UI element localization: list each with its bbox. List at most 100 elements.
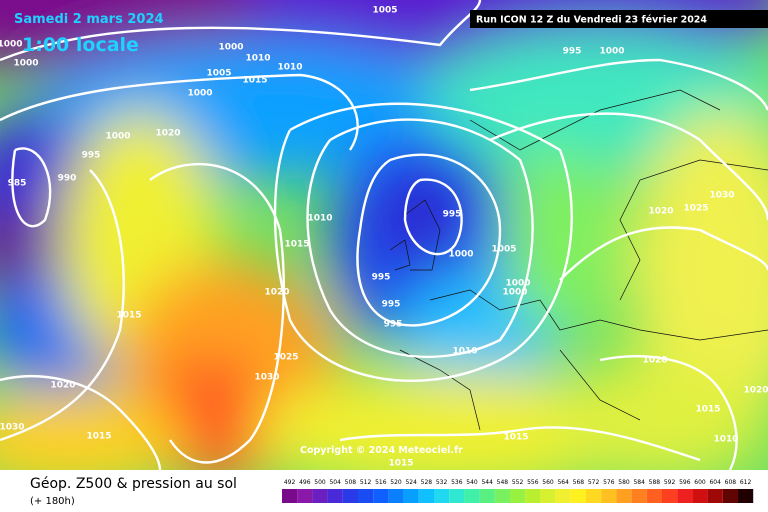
run-info: Run ICON 12 Z du Vendredi 23 février 202…: [476, 15, 707, 26]
scale-swatch: [555, 489, 571, 503]
isobar-label: 1010: [245, 54, 270, 64]
isobar-label: 1005: [491, 245, 516, 255]
isobar-label: 1000: [505, 279, 530, 289]
valid-date: Samedi 2 mars 2024: [14, 12, 164, 27]
scale-label: 528: [421, 479, 433, 486]
isobar-label: 1030: [254, 373, 279, 383]
field: 1005100010001000100510101010101510001000…: [0, 0, 768, 470]
scale-swatch: [327, 489, 343, 503]
isobar-label: 1015: [503, 433, 528, 443]
scale-swatch: [479, 489, 495, 503]
color-scale: 492 496 500 504 508 512 516 520 524 528 532 536 540 5…: [282, 479, 754, 503]
isobar-label: 1000: [502, 288, 527, 298]
scale-swatch: [692, 489, 708, 503]
scale-label: 572: [588, 479, 600, 486]
scale-label: 568: [573, 479, 585, 486]
isobar-label: 1020: [743, 386, 768, 396]
scale-label: 576: [603, 479, 615, 486]
isobar-label: 1000: [13, 59, 38, 69]
scale-swatch: [540, 489, 556, 503]
scale-label: 512: [360, 479, 372, 486]
scale-label: 584: [633, 479, 645, 486]
isobar-label: 995: [372, 273, 391, 283]
isobar-label: 995: [384, 320, 403, 330]
scale-swatch: [601, 489, 617, 503]
scale-swatch: [586, 489, 602, 503]
copyright: Copyright © 2024 Meteociel.fr: [300, 445, 463, 456]
scale-label: 540: [466, 479, 478, 486]
scale-label: 596: [679, 479, 691, 486]
scale-swatch: [297, 489, 313, 503]
isobar-label: 1020: [50, 381, 75, 391]
scale-label: 520: [390, 479, 402, 486]
isobar-label: 1020: [648, 207, 673, 217]
isobar-label: 995: [82, 151, 101, 161]
scale-swatch: [616, 489, 632, 503]
scale-swatch: [722, 489, 738, 503]
scale-label: 556: [527, 479, 539, 486]
scale-label: 552: [512, 479, 524, 486]
scale-label: 592: [664, 479, 676, 486]
scale-swatch: [388, 489, 404, 503]
scale-swatch: [677, 489, 693, 503]
scale-label: 580: [618, 479, 630, 486]
scale-label: 504: [329, 479, 341, 486]
scale-label: 560: [542, 479, 554, 486]
isobars: [0, 0, 768, 470]
scale-label: 516: [375, 479, 387, 486]
scale-label: 508: [345, 479, 357, 486]
scale-label: 544: [481, 479, 493, 486]
isobar-label: 1000: [0, 40, 23, 50]
isobar-label: 1025: [683, 204, 708, 214]
scale-swatch: [707, 489, 723, 503]
isobar-label: 995: [443, 210, 462, 220]
scale-swatch: [312, 489, 328, 503]
isobar-label: 1010: [307, 214, 332, 224]
footer-lead: (+ 180h): [30, 496, 75, 507]
scale-swatch: [449, 489, 465, 503]
scale-swatch: [342, 489, 358, 503]
scale-swatch: [403, 489, 419, 503]
isobar-label: 1000: [448, 250, 473, 260]
scale-swatch: [570, 489, 586, 503]
scale-label: 536: [451, 479, 463, 486]
scale-swatch: [738, 489, 754, 503]
isobar-label: 1020: [155, 129, 180, 139]
scale-label: 548: [497, 479, 509, 486]
isobar-label: 1015: [86, 432, 111, 442]
scale-label: 600: [694, 479, 706, 486]
scale-swatch: [434, 489, 450, 503]
isobar-label: 1025: [273, 353, 298, 363]
scale-label: 496: [299, 479, 311, 486]
isobar-label: 1005: [206, 69, 231, 79]
scale-swatch: [373, 489, 389, 503]
isobar-label: 1005: [372, 6, 397, 16]
scale-label: 608: [725, 479, 737, 486]
scale-label: 588: [649, 479, 661, 486]
isobar-label: 1015: [242, 76, 267, 86]
run-banner: [470, 10, 768, 28]
isobar-label: 995: [563, 47, 582, 57]
isobar-label: 1015: [284, 240, 309, 250]
isobar-label: 1015: [388, 459, 413, 469]
isobar-label: 1000: [187, 89, 212, 99]
scale-label: 564: [557, 479, 569, 486]
isobar-label: 1010: [713, 435, 738, 445]
isobar-label: 1020: [642, 356, 667, 366]
isobar-label: 1030: [709, 191, 734, 201]
isobar-label: 985: [8, 179, 27, 189]
isobar-label: 1020: [264, 288, 289, 298]
scale-swatch: [282, 489, 298, 503]
valid-time: 1:00 locale: [22, 34, 139, 56]
footer-title: Géop. Z500 & pression au sol: [30, 476, 237, 492]
scale-swatch: [358, 489, 374, 503]
scale-label: 500: [314, 479, 326, 486]
scale-label: 524: [405, 479, 417, 486]
scale-swatch: [494, 489, 510, 503]
scale-swatch: [510, 489, 526, 503]
isobar-label: 1000: [105, 132, 130, 142]
scale-swatch: [525, 489, 541, 503]
isobar-label: 1015: [116, 311, 141, 321]
isobar-label: 1010: [452, 347, 477, 357]
